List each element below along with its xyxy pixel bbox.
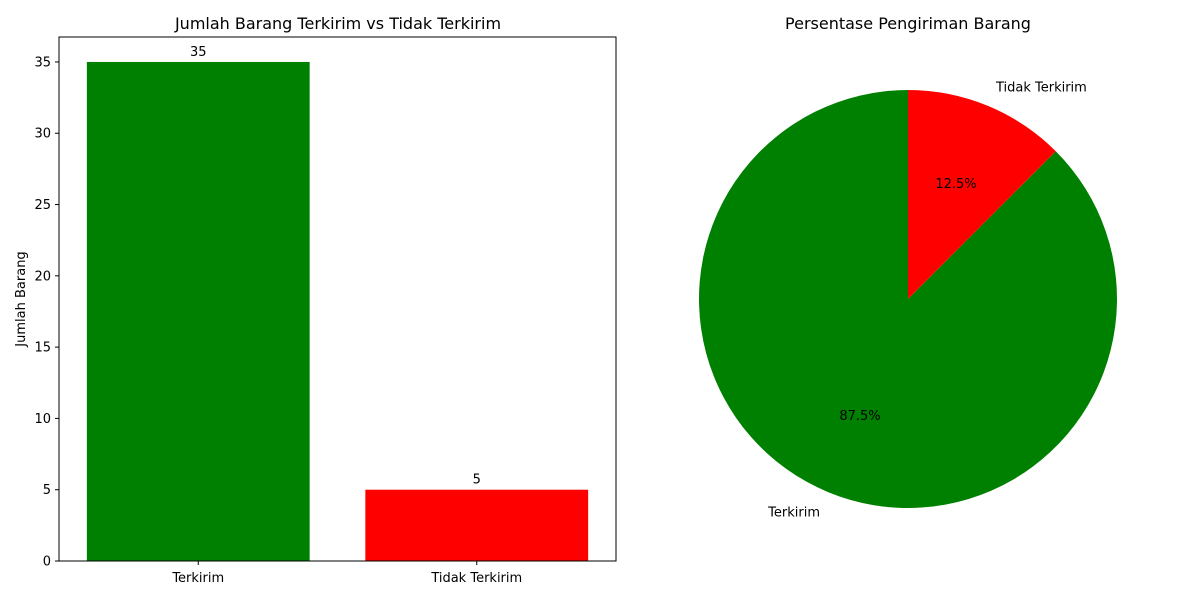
y-tick-label: 5 [43, 483, 51, 498]
x-axis-tick-labels: Terkirim Tidak Terkirim [171, 561, 522, 586]
bar-terkirim [86, 61, 310, 561]
pie-labels: Terkirim 87.5% Tidak Terkirim 12.5% [767, 81, 1087, 521]
y-tick-label: 10 [34, 412, 51, 427]
pie-pct-label: 87.5% [839, 409, 880, 424]
bar-series [86, 61, 589, 561]
pie-pct-label: 12.5% [935, 177, 976, 192]
pie-label: Tidak Terkirim [995, 81, 1087, 96]
bar-value-label: 35 [190, 45, 207, 60]
y-axis-ticks: 0 5 10 15 20 25 30 35 [34, 55, 59, 570]
pie-slice-tidak-terkirim [908, 90, 1056, 299]
pie-slice-terkirim [698, 90, 1117, 508]
y-tick-label: 15 [34, 341, 51, 356]
pie-slices [698, 90, 1117, 508]
bar-value-label: 5 [473, 473, 481, 488]
x-tick-label: Terkirim [171, 571, 224, 586]
y-axis-label: Jumlah Barang [14, 251, 29, 347]
bar-tidak-terkirim [365, 489, 589, 561]
y-tick-label: 20 [34, 269, 51, 284]
bar-chart-title: Jumlah Barang Terkirim vs Tidak Terkirim [174, 14, 501, 33]
pie-label: Terkirim [767, 505, 820, 520]
y-tick-label: 0 [43, 555, 51, 570]
y-tick-label: 35 [34, 55, 51, 70]
x-tick-label: Tidak Terkirim [430, 571, 522, 586]
y-tick-label: 25 [34, 198, 51, 213]
pie-chart-title: Persentase Pengiriman Barang [785, 14, 1031, 33]
pie-chart: Persentase Pengiriman Barang Terkirim 87.… [698, 14, 1117, 521]
y-tick-label: 30 [34, 127, 51, 142]
bar-plot-frame [58, 36, 617, 562]
bar-chart: Jumlah Barang Terkirim vs Tidak Terkirim… [14, 14, 617, 586]
bar-value-labels: 35 5 [190, 45, 481, 488]
